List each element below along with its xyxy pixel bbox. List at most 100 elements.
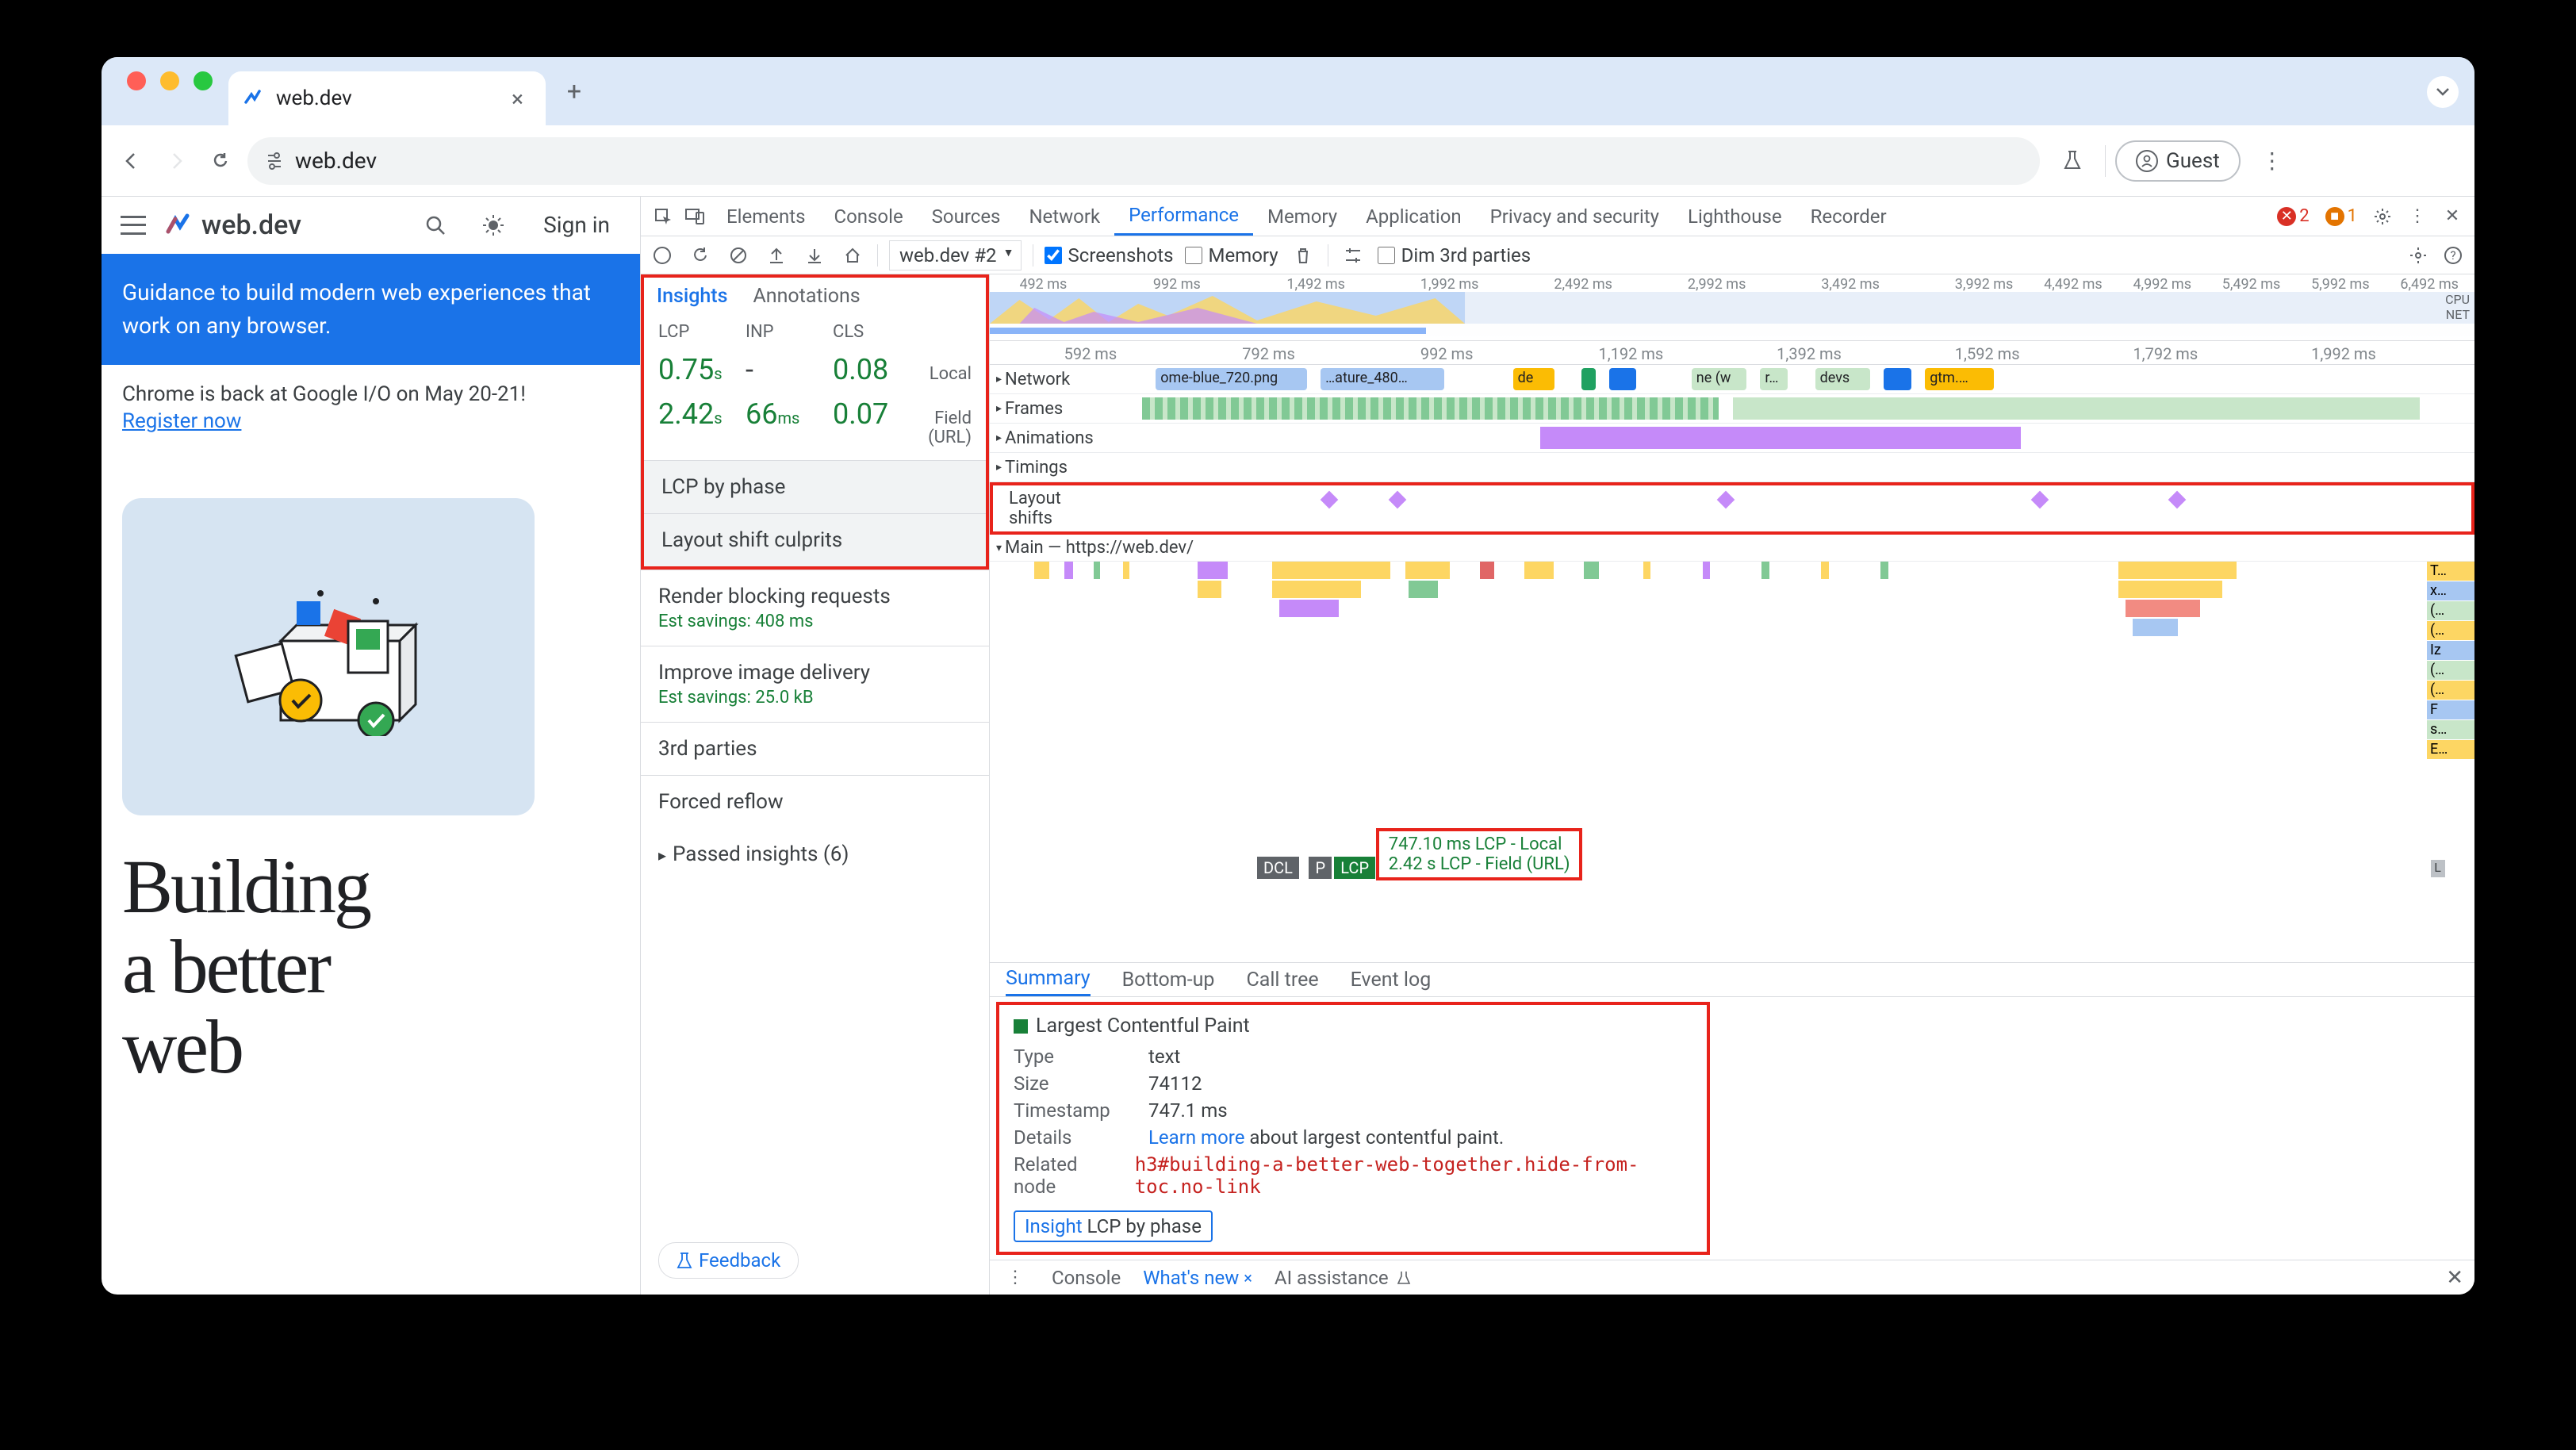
- memory-checkbox[interactable]: Memory: [1185, 244, 1278, 267]
- menu-button[interactable]: [121, 216, 146, 235]
- timings-track[interactable]: ▸Timings: [990, 453, 2474, 482]
- network-request[interactable]: devs: [1815, 368, 1870, 390]
- close-drawer-button[interactable]: ✕: [2446, 1266, 2463, 1290]
- feedback-button[interactable]: Feedback: [658, 1242, 799, 1279]
- layout-shift-marker[interactable]: [2031, 491, 2049, 509]
- timeline-overview[interactable]: 492 ms992 ms1,492 ms1,992 ms2,492 ms2,99…: [990, 274, 2474, 341]
- flame-bar[interactable]: [1409, 581, 1438, 598]
- network-track[interactable]: ▸Network ome-blue_720.png…ature_480…dene…: [990, 365, 2474, 394]
- devtools-tab-application[interactable]: Application: [1351, 197, 1476, 236]
- device-toggle-icon[interactable]: [680, 202, 709, 231]
- site-settings-icon[interactable]: [265, 152, 284, 171]
- insights-tab[interactable]: Insights: [657, 285, 728, 308]
- flame-bar[interactable]: [1703, 562, 1710, 579]
- layout-shift-marker[interactable]: [1716, 491, 1735, 509]
- flame-bar[interactable]: (…: [2427, 661, 2474, 680]
- flame-bar[interactable]: T…: [2427, 562, 2474, 581]
- timeline-tracks[interactable]: ▸Network ome-blue_720.png…ature_480…dene…: [990, 365, 2474, 962]
- recording-select[interactable]: web.dev #2 ▼: [889, 240, 1022, 270]
- warning-badge[interactable]: ■1: [2321, 206, 2362, 226]
- network-request[interactable]: gtm.…: [1925, 368, 1994, 390]
- theme-toggle-icon[interactable]: [473, 213, 513, 237]
- layout-shift-marker[interactable]: [1389, 491, 1407, 509]
- devtools-menu-button[interactable]: ⋮: [2403, 202, 2432, 231]
- layout-shift-marker[interactable]: [1321, 491, 1339, 509]
- flame-bar[interactable]: Iz: [2427, 641, 2474, 660]
- flame-bar[interactable]: [1279, 600, 1339, 617]
- flame-bar[interactable]: [1524, 562, 1554, 579]
- devtools-tab-privacy-and-security[interactable]: Privacy and security: [1476, 197, 1673, 236]
- home-icon[interactable]: [839, 242, 866, 269]
- network-request[interactable]: [1609, 368, 1637, 390]
- devtools-tab-recorder[interactable]: Recorder: [1796, 197, 1901, 236]
- shortcuts-icon[interactable]: [1340, 242, 1367, 269]
- network-request[interactable]: [1884, 368, 1911, 390]
- passed-insights-toggle[interactable]: Passed insights (6): [641, 828, 989, 880]
- flame-bar[interactable]: s…: [2427, 720, 2474, 739]
- related-node-link[interactable]: h3#building-a-better-web-together.hide-f…: [1135, 1153, 1692, 1198]
- network-request[interactable]: ne (w: [1692, 368, 1746, 390]
- screenshots-checkbox[interactable]: Screenshots: [1045, 244, 1174, 267]
- tab-search-button[interactable]: [2427, 76, 2459, 108]
- inspect-icon[interactable]: [649, 202, 677, 231]
- forward-button[interactable]: [159, 144, 194, 178]
- drawer-whatsnew-tab[interactable]: What's new ×: [1143, 1267, 1252, 1289]
- clear-button[interactable]: [725, 242, 752, 269]
- close-window-button[interactable]: [127, 71, 146, 90]
- close-devtools-button[interactable]: ✕: [2438, 202, 2467, 231]
- flame-bar[interactable]: [1198, 581, 1221, 598]
- url-input[interactable]: web.dev: [247, 137, 2040, 185]
- settings-icon[interactable]: [2368, 202, 2397, 231]
- help-icon[interactable]: ?: [2440, 242, 2467, 269]
- devtools-tab-memory[interactable]: Memory: [1253, 197, 1351, 236]
- devtools-tab-elements[interactable]: Elements: [712, 197, 819, 236]
- main-thread-track[interactable]: ▾Main — https://web.dev/: [990, 535, 2474, 562]
- flame-chart[interactable]: T…x…(…(…Iz(…(…Fs…E…: [990, 562, 2474, 831]
- maximize-window-button[interactable]: [194, 71, 213, 90]
- flame-bar[interactable]: [2118, 581, 2222, 598]
- flame-bar[interactable]: [1480, 562, 1495, 579]
- flame-bar[interactable]: [2118, 562, 2237, 579]
- flame-bar[interactable]: [1880, 562, 1888, 579]
- profile-button[interactable]: Guest: [2115, 140, 2241, 182]
- summary-tab-call-tree[interactable]: Call tree: [1246, 963, 1318, 996]
- insight-item[interactable]: Improve image deliveryEst savings: 25.0 …: [641, 646, 989, 722]
- register-link[interactable]: Register now: [122, 409, 241, 433]
- devtools-tab-console[interactable]: Console: [819, 197, 917, 236]
- reload-button[interactable]: [203, 144, 238, 178]
- flame-bar[interactable]: [1761, 562, 1769, 579]
- flame-bar[interactable]: [1643, 562, 1650, 579]
- devtools-tab-performance[interactable]: Performance: [1114, 197, 1253, 236]
- download-button[interactable]: [801, 242, 828, 269]
- frames-track[interactable]: ▸Frames: [990, 394, 2474, 424]
- drawer-console-tab[interactable]: Console: [1052, 1267, 1121, 1289]
- layout-shift-marker[interactable]: [2168, 491, 2186, 509]
- network-request[interactable]: de: [1513, 368, 1554, 390]
- minimize-window-button[interactable]: [160, 71, 179, 90]
- network-request[interactable]: [1581, 368, 1595, 390]
- record-button[interactable]: [649, 242, 676, 269]
- search-icon[interactable]: [416, 214, 454, 236]
- insight-item[interactable]: Render blocking requestsEst savings: 408…: [641, 570, 989, 646]
- insight-item[interactable]: Layout shift culprits: [644, 513, 986, 566]
- close-tab-button[interactable]: ×: [512, 86, 523, 112]
- animations-track[interactable]: ▸Animations: [990, 424, 2474, 453]
- flame-bar[interactable]: [1272, 562, 1391, 579]
- reload-record-button[interactable]: [687, 242, 714, 269]
- flame-bar[interactable]: [1821, 562, 1828, 579]
- devtools-tab-network[interactable]: Network: [1014, 197, 1114, 236]
- insight-item[interactable]: Forced reflow: [641, 775, 989, 828]
- flame-bar[interactable]: [2126, 600, 2200, 617]
- flame-bar[interactable]: [1584, 562, 1599, 579]
- flame-bar[interactable]: [2133, 619, 2177, 636]
- annotations-tab[interactable]: Annotations: [753, 285, 861, 308]
- summary-tab-bottom-up[interactable]: Bottom-up: [1122, 963, 1215, 996]
- network-request[interactable]: …ature_480…: [1321, 368, 1444, 390]
- network-request[interactable]: ome-blue_720.png: [1156, 368, 1307, 390]
- dim-checkbox[interactable]: Dim 3rd parties: [1378, 244, 1531, 267]
- insight-chip[interactable]: Insight LCP by phase: [1014, 1210, 1213, 1242]
- flame-bar[interactable]: (…: [2427, 681, 2474, 700]
- drawer-ai-tab[interactable]: AI assistance: [1275, 1267, 1411, 1289]
- capture-settings-icon[interactable]: [2405, 242, 2432, 269]
- summary-tab-summary[interactable]: Summary: [1006, 963, 1091, 996]
